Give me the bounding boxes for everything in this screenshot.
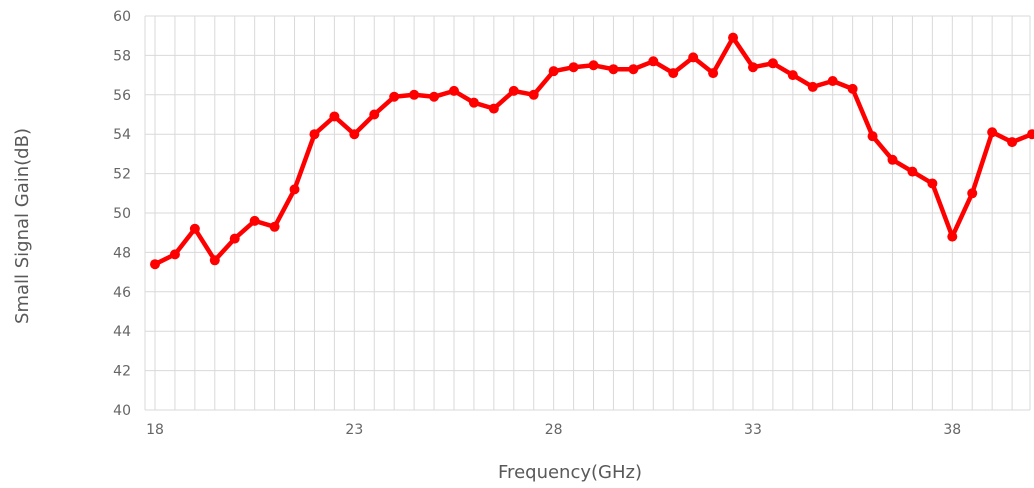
y-axis-label: Small Signal Gain(dB) [12,128,33,324]
data-point [169,249,180,260]
y-tick-label: 52 [113,167,131,183]
x-tick-label: 18 [146,422,164,438]
data-point [209,255,220,266]
data-point [488,103,499,114]
data-point [1027,129,1034,140]
y-tick-label: 46 [113,285,131,301]
x-tick-label: 33 [744,422,762,438]
data-point [189,223,200,234]
y-tick-label: 48 [113,245,131,261]
data-point [747,62,758,73]
data-point [528,89,539,100]
y-tick-label: 56 [113,88,131,104]
data-point [369,109,380,120]
y-tick-label: 54 [113,127,131,143]
data-point [468,97,479,108]
data-point [708,68,719,79]
data-point [688,52,699,63]
x-tick-label: 28 [545,422,563,438]
data-point [269,221,280,232]
data-point [329,111,340,122]
data-point [150,259,160,270]
data-point [1007,137,1018,148]
data-point [668,68,679,79]
data-point [608,64,619,75]
data-point [548,66,559,77]
data-point [847,83,858,94]
y-tick-label: 58 [113,48,131,64]
data-point [628,64,639,75]
x-tick-label: 23 [345,422,363,438]
y-tick-label: 42 [113,364,131,380]
data-point [728,32,739,43]
data-point [927,178,938,189]
data-point [887,154,898,165]
grid [144,15,1031,411]
y-tick-label: 50 [113,206,131,222]
data-point [448,85,459,96]
x-axis-ticks: 18 23 28 33 38 [146,422,961,438]
data-point [827,76,838,87]
data-point [389,91,400,102]
data-point [349,129,360,140]
data-point [807,81,818,92]
data-point [867,131,878,142]
data-point [967,188,978,199]
data-point [249,215,260,226]
data-point [289,184,300,195]
series-layer [150,32,1034,270]
data-point [429,91,440,102]
x-axis-label: Frequency(GHz) [498,462,642,483]
y-tick-label: 60 [113,9,131,25]
data-point [508,85,519,96]
y-axis-ticks: 40 42 44 46 48 50 52 54 56 58 60 [113,9,131,419]
data-point [588,60,599,71]
data-point [568,62,579,73]
data-point [987,127,998,138]
y-tick-label: 44 [113,324,131,340]
data-point [787,70,798,81]
data-point [229,233,240,244]
data-point [309,129,320,140]
y-tick-label: 40 [113,403,131,419]
data-point [409,89,420,100]
data-point [767,58,778,69]
data-point [907,166,918,177]
data-point [648,56,659,67]
x-tick-label: 38 [943,422,961,438]
data-point [947,231,958,242]
